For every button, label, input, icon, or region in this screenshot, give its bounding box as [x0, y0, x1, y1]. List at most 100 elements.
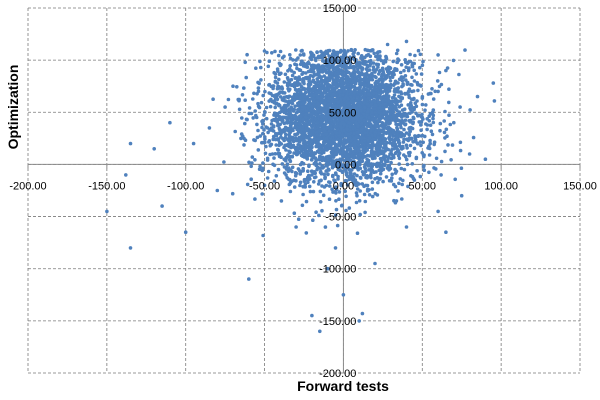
data-point [429, 129, 434, 133]
data-point [371, 74, 375, 78]
data-point [353, 161, 358, 166]
data-point [331, 174, 335, 179]
data-point [393, 87, 397, 91]
data-point [353, 48, 357, 52]
data-point [404, 65, 409, 69]
data-point [261, 93, 266, 98]
data-point [293, 132, 297, 137]
data-point [235, 85, 239, 89]
data-point [312, 99, 316, 104]
data-point [395, 147, 400, 152]
data-point [383, 154, 387, 159]
data-points [105, 39, 497, 334]
data-point [335, 164, 340, 169]
data-point [353, 81, 358, 86]
data-point [317, 55, 322, 60]
data-point [370, 194, 375, 199]
data-point [389, 71, 393, 75]
data-point [356, 147, 360, 151]
data-point [311, 87, 315, 92]
data-point [348, 151, 353, 155]
data-point [317, 114, 321, 119]
data-point [314, 210, 318, 214]
data-point [288, 189, 293, 194]
data-point [272, 94, 277, 99]
data-point [331, 155, 335, 159]
data-point [335, 107, 340, 111]
data-point [355, 95, 360, 99]
data-point [373, 103, 378, 108]
data-point [358, 212, 363, 217]
data-point [348, 64, 353, 69]
data-point [315, 167, 319, 172]
data-point [276, 151, 280, 156]
data-point [351, 175, 356, 180]
data-point [357, 157, 362, 162]
data-point [347, 121, 352, 125]
data-point [320, 208, 324, 213]
data-point [266, 64, 271, 69]
data-point [309, 132, 314, 136]
data-point [301, 121, 306, 125]
data-point [315, 110, 320, 114]
data-point [412, 79, 417, 83]
data-point [152, 147, 156, 151]
data-point [414, 156, 419, 161]
data-point [273, 152, 278, 156]
data-point [391, 113, 396, 118]
data-point [354, 107, 359, 111]
data-point [303, 144, 308, 149]
data-point [296, 81, 301, 86]
data-point [302, 87, 306, 91]
data-point [333, 189, 338, 194]
data-point [420, 63, 425, 68]
data-point [393, 200, 398, 205]
data-point [300, 133, 304, 137]
data-point [284, 148, 288, 152]
data-point [305, 61, 310, 66]
data-point [290, 154, 295, 159]
data-point [313, 151, 318, 156]
data-point [321, 59, 325, 63]
data-point [404, 131, 409, 135]
data-point [362, 118, 367, 123]
y-tick-label: -200.00 [319, 368, 356, 380]
data-point [397, 156, 402, 161]
data-point [342, 150, 347, 154]
data-point [318, 158, 322, 162]
data-point [334, 207, 339, 212]
data-point [277, 143, 281, 148]
data-point [304, 71, 308, 75]
data-point [323, 82, 328, 86]
data-point [223, 105, 227, 109]
data-point [392, 146, 397, 151]
data-point [359, 109, 363, 113]
data-point [419, 72, 424, 76]
data-point [318, 109, 323, 114]
data-point [273, 105, 278, 110]
data-point [249, 164, 253, 169]
data-point [298, 90, 302, 95]
data-point [447, 113, 451, 117]
data-point [254, 113, 258, 118]
data-point [259, 100, 264, 105]
data-point [316, 140, 320, 144]
data-point [279, 130, 284, 134]
data-point [369, 175, 373, 180]
data-point [395, 114, 400, 118]
data-point [339, 122, 344, 126]
data-point [323, 225, 328, 229]
data-point [378, 78, 383, 82]
data-point [316, 96, 320, 100]
data-point [392, 69, 397, 73]
data-point [255, 135, 260, 140]
data-point [370, 114, 375, 118]
data-point [376, 100, 380, 104]
data-point [338, 93, 342, 98]
data-point [301, 79, 306, 83]
data-point [284, 167, 289, 171]
data-point [365, 78, 370, 83]
data-point [365, 187, 370, 192]
data-point [333, 115, 337, 119]
data-point [381, 105, 386, 109]
